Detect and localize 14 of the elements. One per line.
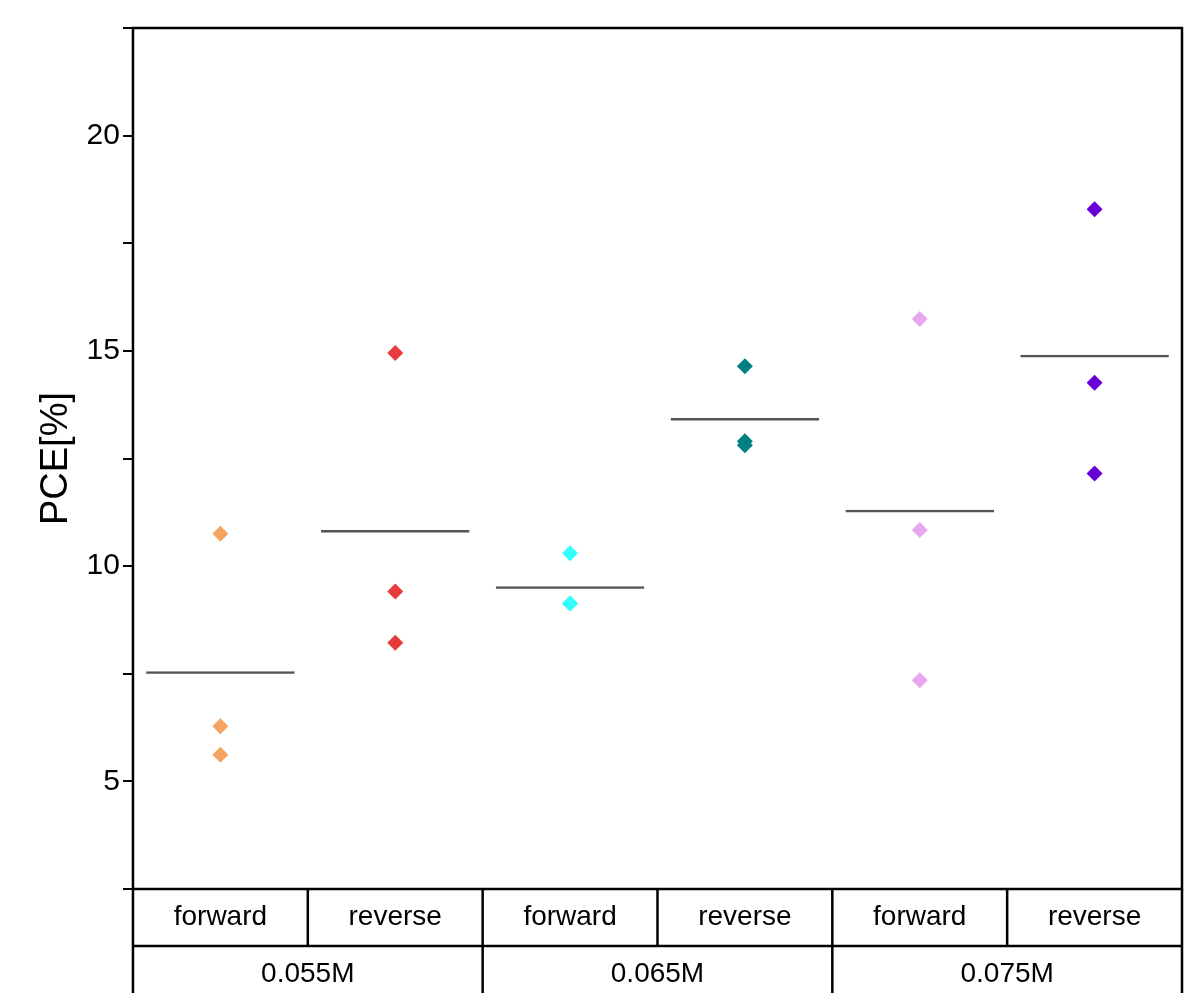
text: 0.055M [261,957,355,989]
x-tick-label: forward [523,900,617,932]
text: 0.075M [960,957,1054,989]
x-tick-label: reverse [348,900,442,932]
y-axis-title: PCE[%] [33,391,76,526]
x-tick-label: reverse [698,900,792,932]
x-tick-label: forward [873,900,967,932]
text: 0.065M [610,957,705,989]
y-tick-label: 20 [86,116,120,150]
y-tick-label: 5 [103,762,120,796]
x-tick-label: reverse [1047,900,1142,932]
y-tick-label: 15 [86,332,120,366]
y-tick-label: 10 [86,547,120,581]
x-tick-label: forward [173,900,268,932]
